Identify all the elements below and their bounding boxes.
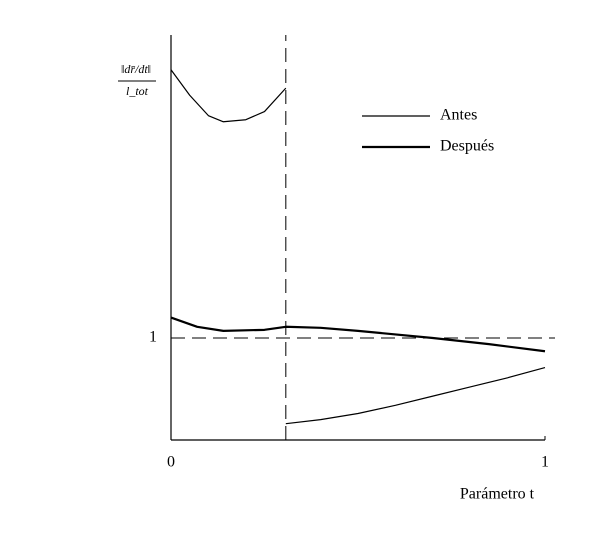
legend-label: Después <box>440 138 494 155</box>
legend-label: Antes <box>440 107 477 124</box>
y-label-numerator: ‖dr̄/dt‖ <box>121 62 151 76</box>
y-label-denominator: l_tot <box>126 84 149 98</box>
series-line <box>170 69 546 425</box>
x-tick-label: 0 <box>167 454 175 471</box>
series-line <box>170 316 546 353</box>
x-label: Parámetro t <box>460 486 535 503</box>
x-tick-label: 1 <box>541 454 549 471</box>
y-tick-label: 1 <box>149 329 157 346</box>
